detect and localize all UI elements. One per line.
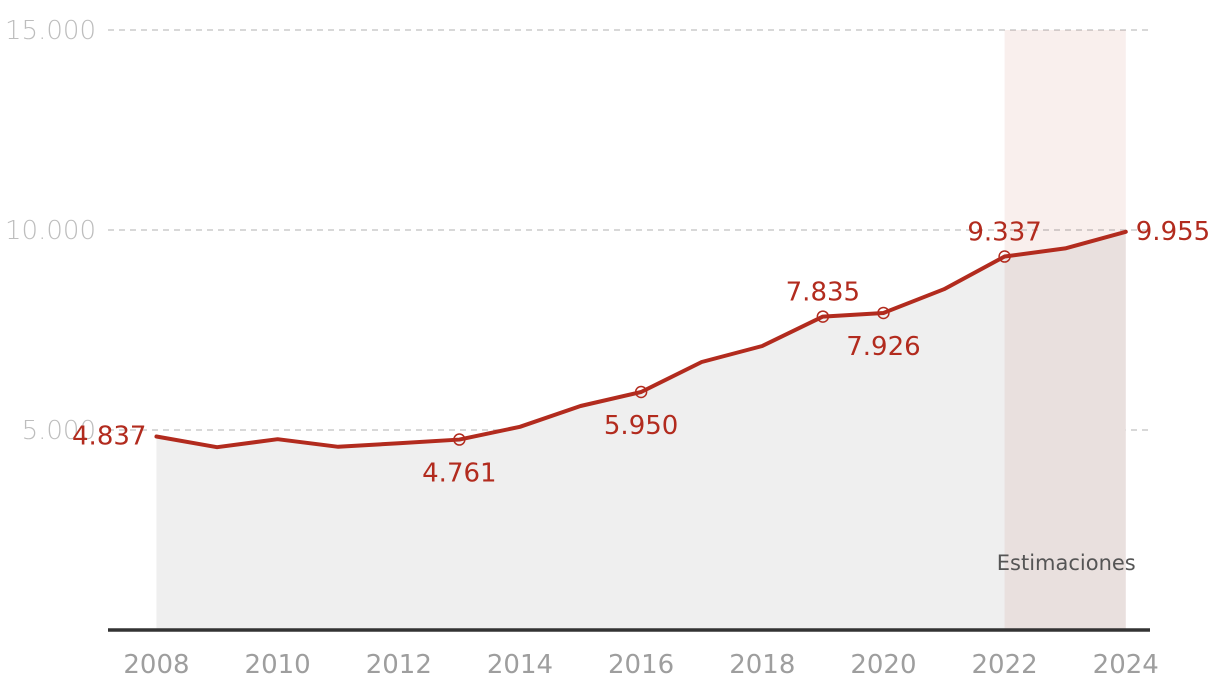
- y-tick-label: 15.000: [5, 16, 96, 46]
- x-tick-label: 2012: [366, 650, 432, 680]
- series-line: [154, 229, 1128, 450]
- x-tick-label: 2016: [608, 650, 674, 680]
- data-label-2008: 4.837: [72, 422, 146, 452]
- x-tick-label: 2018: [729, 650, 795, 680]
- data-label-2022: 9.337: [967, 218, 1041, 248]
- data-markers: [453, 250, 1011, 446]
- data-label-2020: 7.926: [846, 332, 920, 362]
- y-tick-label: 5.000: [22, 416, 96, 446]
- area-fill: [156, 231, 1126, 631]
- estimate-band: [1004, 30, 1126, 630]
- axes: 5.000 10.000 15.000 2008 2010 2012 2014 2016 201…: [5, 16, 1159, 680]
- x-tick-label: 2020: [850, 650, 916, 680]
- series-line-layer: [154, 229, 1128, 450]
- x-tick-label: 2010: [245, 650, 311, 680]
- data-label-2013: 4.761: [422, 459, 496, 489]
- data-marker-2019: [816, 310, 830, 323]
- data-marker-2016: [634, 385, 648, 399]
- area-layer: [156, 231, 1126, 631]
- data-label-2019: 7.835: [786, 278, 860, 308]
- x-tick-label: 2014: [487, 650, 553, 680]
- estimate-label: Estimaciones: [997, 551, 1136, 575]
- data-marker-2013: [453, 433, 466, 446]
- x-tick-label: 2022: [972, 650, 1038, 680]
- x-tick-label: 2024: [1093, 650, 1159, 680]
- y-tick-label: 10.000: [5, 216, 96, 246]
- estimate-region: Estimaciones: [997, 30, 1136, 630]
- data-marker-2022: [998, 250, 1011, 263]
- data-marker-2020: [877, 306, 890, 320]
- data-label-2016: 5.950: [604, 411, 678, 441]
- data-label-2024: 9.955: [1136, 217, 1210, 247]
- data-labels: 4.837 4.761 5.950 7.835 7.926 9.337 9.955: [72, 217, 1210, 489]
- x-tick-label: 2008: [123, 650, 189, 680]
